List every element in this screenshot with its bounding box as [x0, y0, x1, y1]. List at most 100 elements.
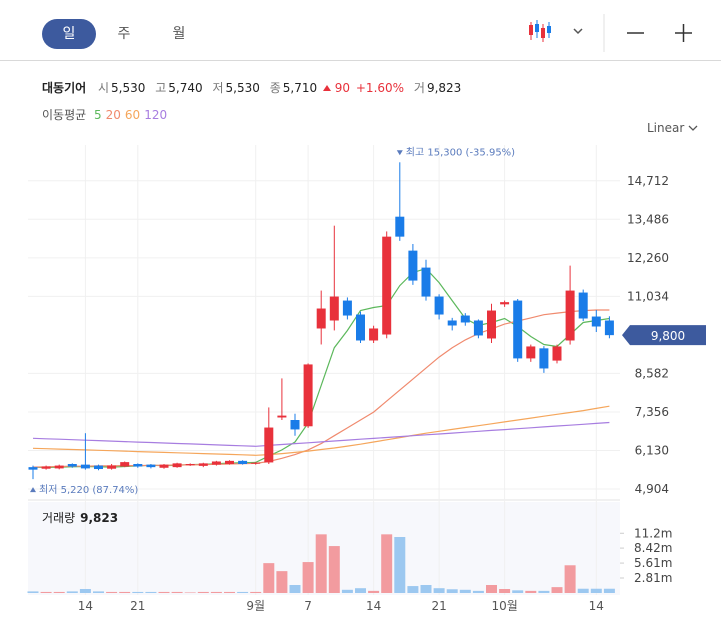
x-tick-label: 14	[589, 599, 604, 613]
high-annotation: 최고 15,300 (-35.95%)	[406, 146, 515, 158]
candle-body	[578, 292, 588, 319]
ma-legend-entry: 60	[124, 108, 141, 122]
y-tick-label: 11,034	[627, 289, 669, 303]
period-tab[interactable]: 일	[42, 19, 96, 49]
candle-body	[329, 296, 339, 321]
ma-legend-entry: 120	[144, 108, 168, 122]
ma-legend-entry: 5	[94, 108, 102, 122]
candle-body	[539, 348, 549, 369]
volume-bar	[603, 588, 615, 593]
stock-name: 대동기어	[42, 81, 87, 95]
last-price-tag	[622, 325, 706, 346]
candle-body	[526, 346, 536, 359]
volume-bar	[341, 589, 353, 593]
scale-mode[interactable]: Linear	[647, 121, 685, 135]
last-price-label: 9,800	[651, 329, 685, 343]
y-tick-label: 4,904	[635, 482, 669, 496]
volume-bar	[486, 585, 497, 593]
candle-body	[159, 464, 169, 468]
ma-legend: 이동평균 5 20 60 120	[42, 106, 171, 123]
period-tab[interactable]: 주	[117, 26, 131, 42]
candle-body	[238, 460, 248, 464]
ma-legend-entry: 20	[105, 108, 121, 122]
x-tick-label: 14	[366, 599, 381, 613]
volume-bar	[433, 588, 445, 593]
candle-body	[473, 320, 483, 336]
volume-bar	[53, 591, 65, 593]
period-tab[interactable]: 월	[172, 26, 186, 42]
candle-body	[565, 290, 575, 341]
value: 5,530	[225, 81, 260, 95]
value: 5,530	[111, 81, 146, 95]
volume-bar	[197, 591, 209, 593]
volume-bar	[368, 590, 380, 593]
candle-body	[369, 328, 379, 341]
y-tick-label: 7,356	[635, 405, 669, 419]
price-info: 대동기어 시 5,530 고 5,740 저 5,530 종 5,710 90 +1.6…	[42, 79, 463, 96]
volume-tick-label: 5.61m	[634, 556, 672, 570]
candle-body	[28, 467, 38, 470]
candle-body	[604, 320, 614, 336]
candle-body	[487, 310, 496, 339]
volume-bar	[276, 571, 288, 593]
volume-bar	[407, 586, 419, 593]
ma-title: 이동평균	[42, 108, 87, 122]
candle-body	[264, 427, 274, 463]
candle-body	[41, 466, 51, 469]
candle-body	[172, 463, 182, 468]
volume-title-text: 거래량	[42, 511, 75, 525]
volume-title: 거래량 9,823	[42, 511, 118, 525]
volume-bar	[132, 591, 144, 593]
volume-bar	[394, 537, 406, 593]
volume-bar	[289, 585, 301, 593]
volume-tick-label: 2.81m	[634, 571, 672, 585]
volume-last: 9,823	[80, 511, 118, 525]
volume-bar	[315, 534, 327, 593]
candle-body	[185, 464, 195, 466]
volume-bar	[355, 588, 366, 593]
volume-bar	[564, 565, 576, 593]
candle-body	[552, 346, 562, 361]
volume-bar	[237, 591, 249, 593]
candle-body	[591, 316, 601, 327]
volume-bar	[210, 591, 222, 593]
candle-body	[198, 463, 208, 466]
candle-body	[225, 460, 234, 464]
chevron	[688, 125, 698, 131]
candle-body	[356, 314, 365, 341]
volume-bar	[551, 587, 563, 593]
label: 종	[269, 81, 281, 95]
candle-body	[211, 461, 221, 465]
candle-body	[67, 464, 77, 467]
candle-body	[434, 296, 444, 315]
candle-body	[513, 300, 523, 359]
label: 시	[98, 81, 110, 95]
scale-select[interactable]: Linear	[647, 121, 698, 135]
volume-bar	[79, 589, 91, 593]
volume-tick-label: 8.42m	[634, 541, 672, 555]
volume-bar	[590, 588, 602, 593]
ma-line	[32, 405, 610, 456]
low-marker	[30, 487, 36, 493]
candle-body	[316, 308, 326, 329]
candle-body	[395, 216, 405, 237]
volume-bar	[250, 591, 262, 593]
y-tick-label: 13,486	[627, 212, 669, 226]
volume-bar	[499, 589, 511, 593]
volume-bar	[145, 591, 157, 593]
candle-body	[94, 465, 103, 470]
volume-bar	[328, 546, 340, 593]
volume-bar	[302, 562, 314, 593]
low-annotation: 최저 5,220 (87.74%)	[39, 484, 138, 496]
x-tick-label: 14	[78, 599, 93, 613]
x-tick-label: 21	[130, 599, 145, 613]
volume-bar	[459, 589, 471, 593]
y-tick-label: 8,582	[635, 366, 669, 380]
y-tick-label: 12,260	[627, 251, 669, 265]
x-tick-label: 7	[304, 599, 312, 613]
volume-bar	[119, 591, 131, 593]
y-tick-label: 14,712	[627, 174, 669, 188]
volume-bar	[577, 588, 589, 593]
